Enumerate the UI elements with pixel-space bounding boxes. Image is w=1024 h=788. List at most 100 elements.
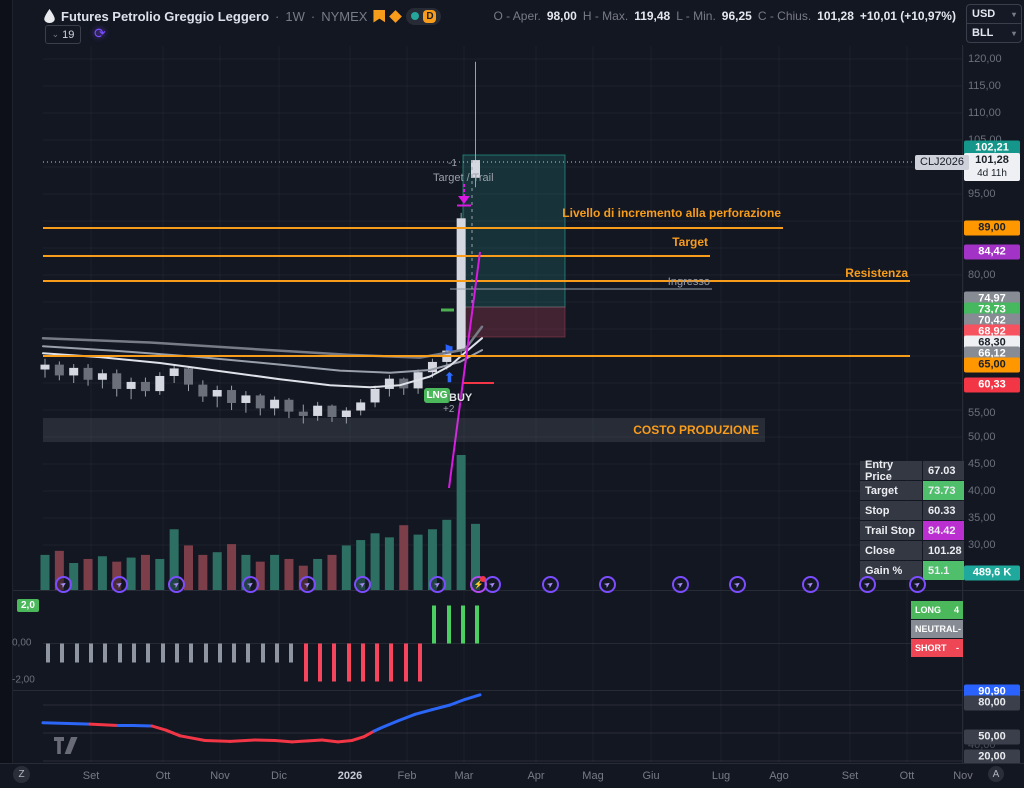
month-label: Ott: [899, 770, 915, 782]
chevron-down-icon: ▾: [1011, 28, 1016, 38]
divider: [967, 23, 1021, 24]
table-row-value: 101.28: [923, 541, 964, 560]
exchange-label: NYMEX: [321, 8, 368, 24]
event-icon[interactable]: ➤: [672, 576, 689, 593]
candle: [471, 160, 480, 178]
separator-dot: ·: [275, 8, 280, 24]
candle: [40, 364, 50, 370]
event-icon[interactable]: ➤: [599, 576, 616, 593]
table-row-label: Close: [860, 541, 922, 560]
pane-separator[interactable]: [13, 590, 1024, 591]
price-badge: 102,21: [964, 140, 1020, 156]
timeframe-label[interactable]: 1W: [285, 8, 305, 24]
candle: [140, 381, 150, 392]
signal-row: SHORT -: [911, 639, 963, 657]
event-icon[interactable]: ➤: [542, 576, 559, 593]
contract-ticker-label: CLJ2026: [915, 155, 970, 170]
signal-row: LONG 4: [911, 601, 963, 619]
table-row-value: 60.33: [923, 501, 964, 520]
symbol-legend[interactable]: Futures Petrolio Greggio Leggero · 1W · …: [44, 6, 956, 26]
strategy-table: Entry Price 67.03 Target 73.73 Stop 60.33 Trai…: [860, 459, 964, 581]
candle: [112, 373, 122, 389]
bookmark-icon[interactable]: [373, 9, 386, 23]
month-label: Giu: [642, 770, 660, 782]
price-tick: 35,00: [968, 512, 996, 524]
candle: [227, 390, 237, 403]
collapsed-drawing-toolbar[interactable]: [0, 0, 13, 788]
price-tick: 50,00: [968, 431, 996, 443]
event-icon[interactable]: ➤: [55, 576, 72, 593]
candle: [184, 368, 193, 385]
event-icon[interactable]: ➤: [168, 576, 185, 593]
time-axis[interactable]: Set Ott Nov Dic 2026 Feb Mar Apr Mag Giu Lug Ago Set…: [0, 763, 1024, 788]
candle: [356, 402, 366, 411]
price-tick: 80,00: [968, 269, 996, 281]
event-icon[interactable]: ➤: [354, 576, 371, 593]
session-pill[interactable]: D: [406, 7, 442, 25]
price-tick: 110,00: [968, 107, 1001, 119]
alert-event-icon[interactable]: ⚡: [470, 576, 487, 593]
event-icon[interactable]: ➤: [429, 576, 446, 593]
event-icon[interactable]: ➤: [859, 576, 876, 593]
event-icon[interactable]: ➤: [802, 576, 819, 593]
target-line-label: Target: [672, 235, 708, 249]
entry-line-label: Ingresso: [667, 276, 710, 288]
target-trail-label: Target / Trail: [433, 172, 494, 184]
production-cost-band: COSTO PRODUZIONE: [43, 418, 765, 442]
chevron-down-icon: ▾: [1011, 9, 1016, 19]
currency-select[interactable]: USD ▾: [967, 5, 1021, 23]
lng-signal-badge[interactable]: LNG: [424, 388, 450, 403]
candle: [241, 395, 251, 403]
table-row: Gain % 51.1: [860, 561, 964, 580]
table-row-value: 84.42: [923, 521, 964, 540]
scale-unit-selector: USD ▾ BLL ▾: [966, 4, 1022, 43]
tradingview-logo[interactable]: [54, 737, 78, 754]
event-icon[interactable]: ➤: [909, 576, 926, 593]
flag-marker-icon[interactable]: ⚑: [443, 342, 455, 357]
month-label: Set: [82, 770, 100, 782]
table-row-label: Target: [860, 481, 922, 500]
production-cost-label: COSTO PRODUZIONE: [633, 423, 759, 437]
event-icon[interactable]: ➤: [111, 576, 128, 593]
table-row-label: Entry Price: [860, 459, 922, 483]
symbol-title[interactable]: Futures Petrolio Greggio Leggero: [61, 8, 270, 24]
candle: [384, 378, 394, 389]
unit-select[interactable]: BLL ▾: [967, 24, 1021, 42]
timezone-button[interactable]: Z: [13, 766, 30, 783]
candle: [427, 361, 437, 373]
month-label: Mag: [582, 770, 604, 782]
indicator-value-box[interactable]: ⌄ 19: [45, 25, 81, 44]
pane-separator[interactable]: [13, 690, 1024, 691]
buy-label: BUY: [449, 392, 473, 404]
candle: [69, 367, 79, 376]
price-badge: 80,00: [964, 695, 1020, 711]
buy-arrow-icon: ⬆: [444, 370, 455, 385]
candle: [83, 367, 93, 380]
diamond-icon[interactable]: [389, 9, 403, 23]
event-icon[interactable]: ➤: [729, 576, 746, 593]
notification-dot: [480, 576, 486, 582]
price-badge: 101,28 4d 11h: [964, 153, 1020, 181]
table-row-label: Gain %: [860, 561, 922, 580]
month-label: Feb: [397, 770, 417, 782]
sync-icon[interactable]: ⟳: [94, 25, 106, 41]
price-badge: 65,00: [964, 357, 1020, 373]
month-label: Lug: [711, 770, 731, 782]
month-label: Ago: [769, 770, 789, 782]
event-icon[interactable]: ➤: [242, 576, 259, 593]
low-value: 96,25: [721, 9, 752, 23]
event-icon[interactable]: ➤: [299, 576, 316, 593]
market-status-dot: [411, 12, 420, 20]
table-row-value: 67.03: [923, 461, 964, 480]
price-scale-separator[interactable]: [962, 45, 963, 788]
separator-dot: ·: [310, 8, 316, 24]
auto-scale-button[interactable]: A: [988, 766, 1004, 782]
table-row-label: Trail Stop: [860, 521, 922, 540]
price-tick: 40,00: [968, 485, 996, 497]
trail-stop-arrow-icon[interactable]: [455, 184, 473, 207]
candle: [456, 218, 466, 351]
month-label: Nov: [210, 770, 230, 782]
table-row-label: Stop: [860, 501, 922, 520]
